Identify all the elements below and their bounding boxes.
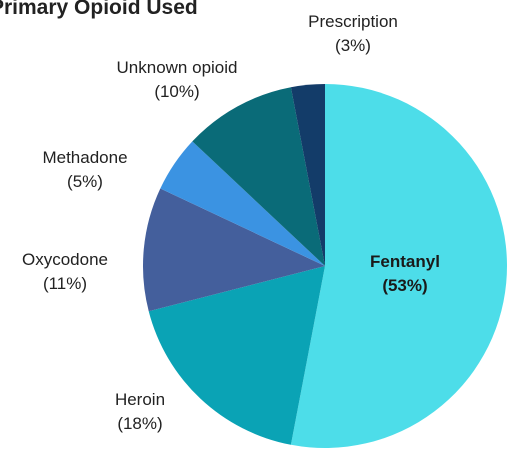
category-label: Prescription	[308, 12, 398, 31]
category-label: Fentanyl	[370, 252, 440, 271]
slice-label: Methadone (5%)	[30, 146, 140, 194]
pie-slice	[290, 84, 325, 266]
slice-label: Heroin (18%)	[90, 388, 190, 436]
pie-slice	[142, 188, 325, 312]
value-label: (11%)	[42, 274, 88, 293]
pie-slice	[148, 266, 325, 445]
value-label: (10%)	[154, 82, 200, 101]
value-label: (5%)	[67, 172, 103, 191]
category-label: Methadone	[42, 148, 128, 167]
category-label: Heroin	[114, 390, 166, 409]
value-label: (53%)	[382, 276, 428, 295]
slice-label: Prescription (3%)	[288, 10, 418, 58]
slice-label: Unknown opioid (10%)	[112, 56, 242, 104]
pie-slice	[192, 87, 325, 266]
value-label: (3%)	[335, 36, 371, 55]
slice-label: Oxycodone (11%)	[10, 248, 120, 296]
chart-title: Primary Opioid Used	[0, 0, 198, 19]
pie-slice	[160, 141, 325, 266]
pie-slice	[290, 84, 507, 448]
slice-label: Fentanyl (53%)	[355, 250, 455, 298]
value-label: (18%)	[117, 414, 163, 433]
category-label: Unknown opioid	[116, 58, 238, 77]
category-label: Oxycodone	[22, 250, 108, 269]
